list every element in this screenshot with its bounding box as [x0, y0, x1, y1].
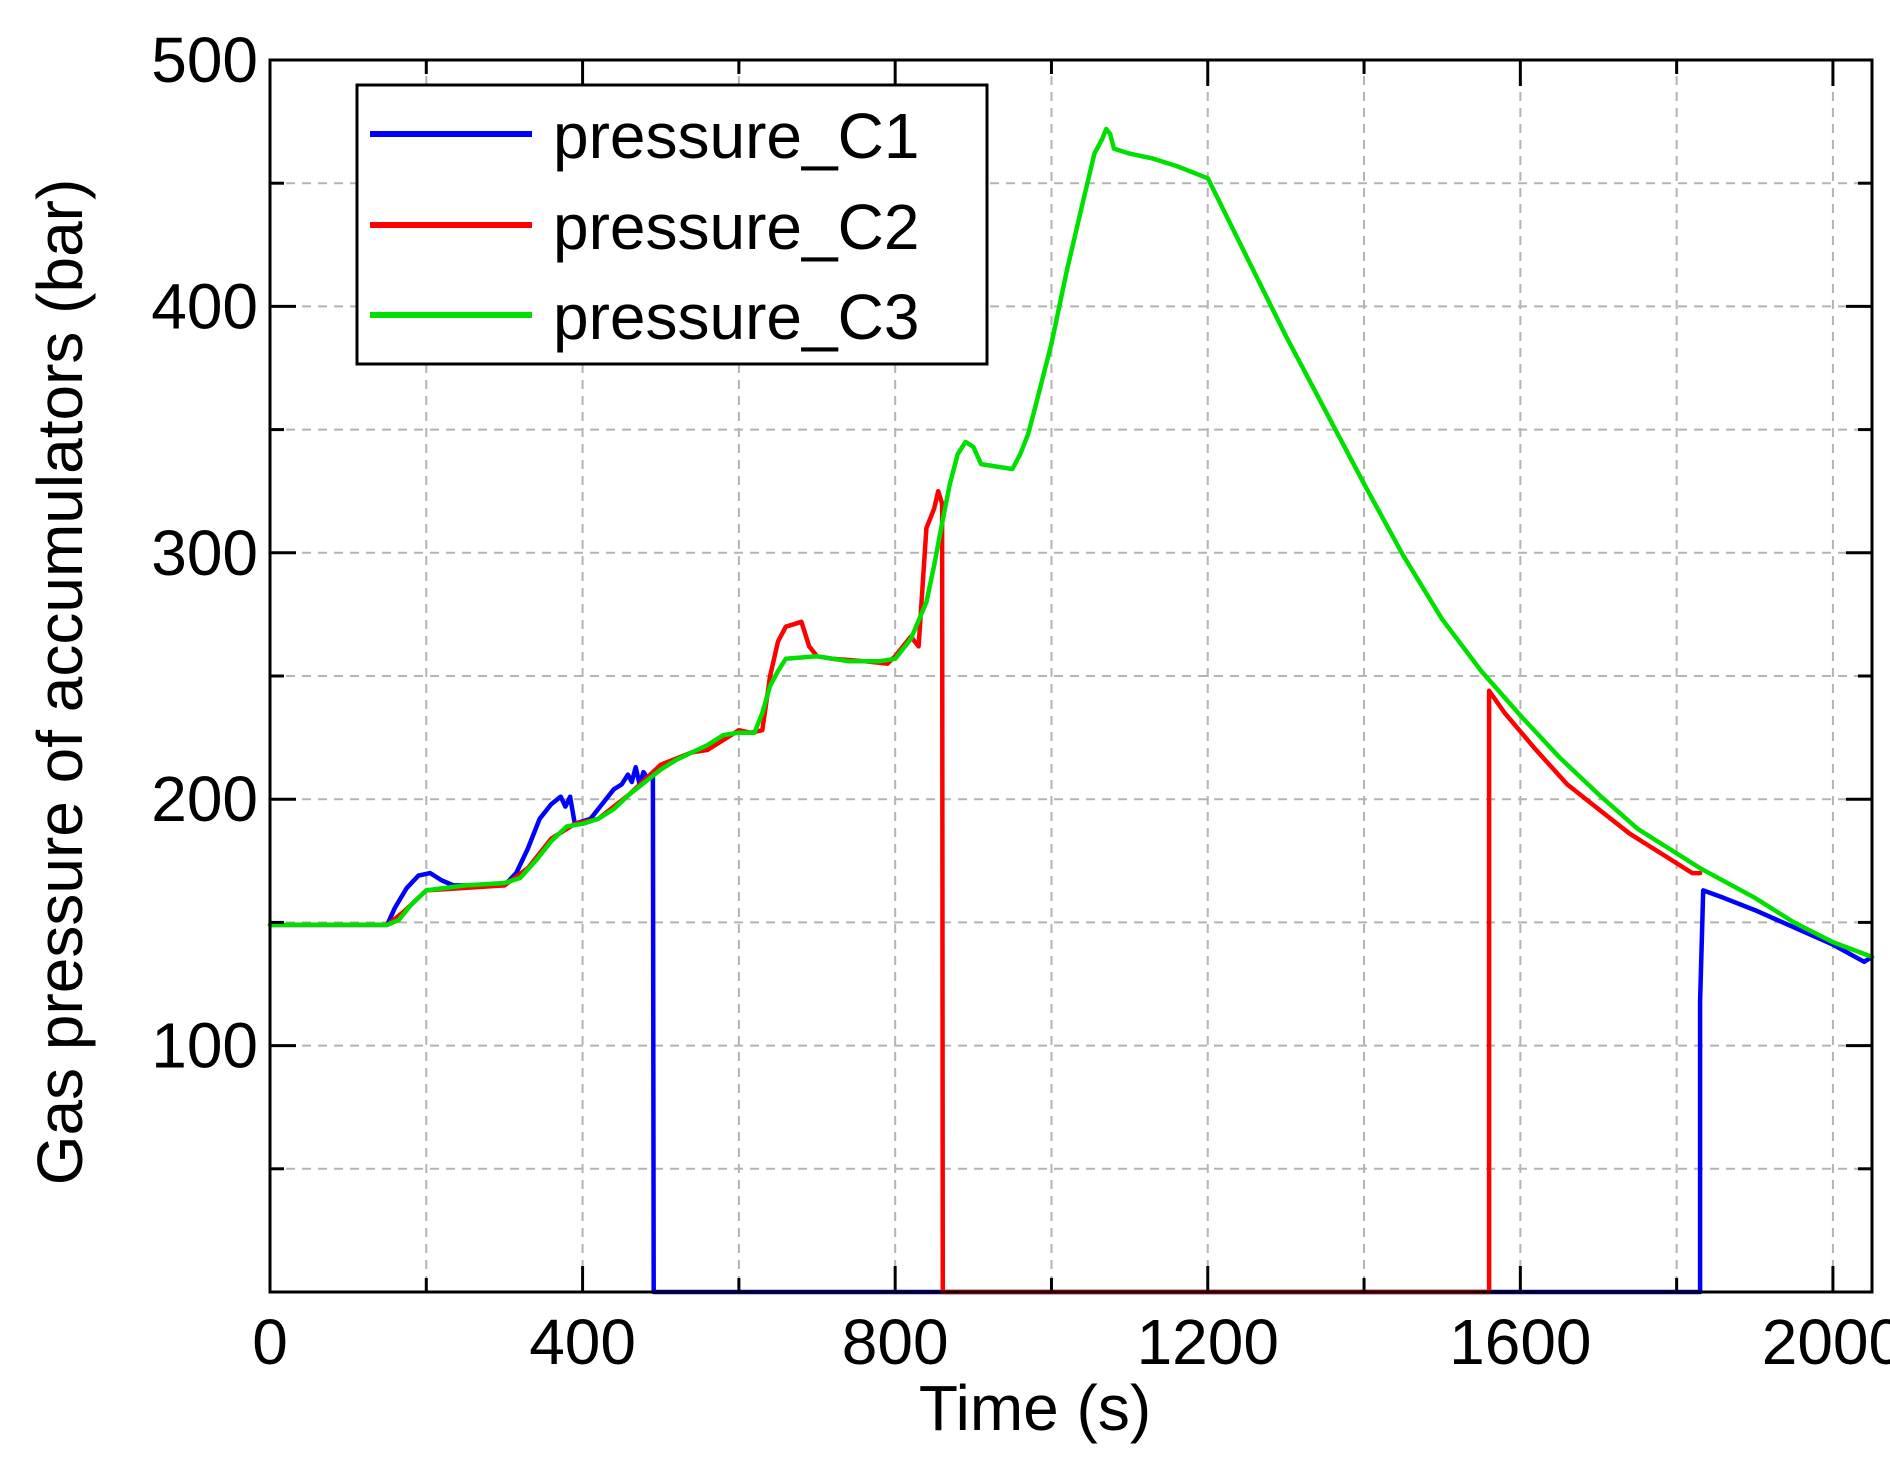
ticks-layer — [268, 58, 1872, 1292]
legend-label-pressure-c3: pressure_C3 — [553, 281, 919, 353]
x-tick-label-800: 800 — [842, 1306, 949, 1378]
y-tick-label-200: 200 — [151, 763, 258, 835]
x-tick-label-400: 400 — [529, 1306, 636, 1378]
x-tick-label-1200: 1200 — [1137, 1306, 1279, 1378]
y-tick-label-100: 100 — [151, 1010, 258, 1082]
tick-labels-layer: 0 400 800 1200 1600 2000 100 200 300 400 500 — [151, 24, 1890, 1378]
x-tick-label-0: 0 — [252, 1306, 288, 1378]
legend-label-pressure-c1: pressure_C1 — [553, 100, 919, 172]
y-axis-label: Gas pressure of accumulators (bar) — [24, 179, 96, 1186]
series-line-pressure-c1 — [267, 764, 1875, 1295]
series-line-pressure-c3 — [267, 126, 1875, 960]
y-tick-label-500: 500 — [151, 24, 258, 96]
x-tick-label-1600: 1600 — [1449, 1306, 1591, 1378]
legend: pressure_C1 pressure_C2 pressure_C3 — [355, 83, 989, 366]
y-tick-label-300: 300 — [151, 517, 258, 589]
x-tick-label-2000: 2000 — [1762, 1306, 1890, 1378]
series-layer — [267, 126, 1875, 1295]
x-axis-label: Time (s) — [919, 1372, 1151, 1444]
y-tick-label-400: 400 — [151, 270, 258, 342]
legend-label-pressure-c2: pressure_C2 — [553, 191, 919, 263]
grid-layer — [270, 60, 1872, 1292]
